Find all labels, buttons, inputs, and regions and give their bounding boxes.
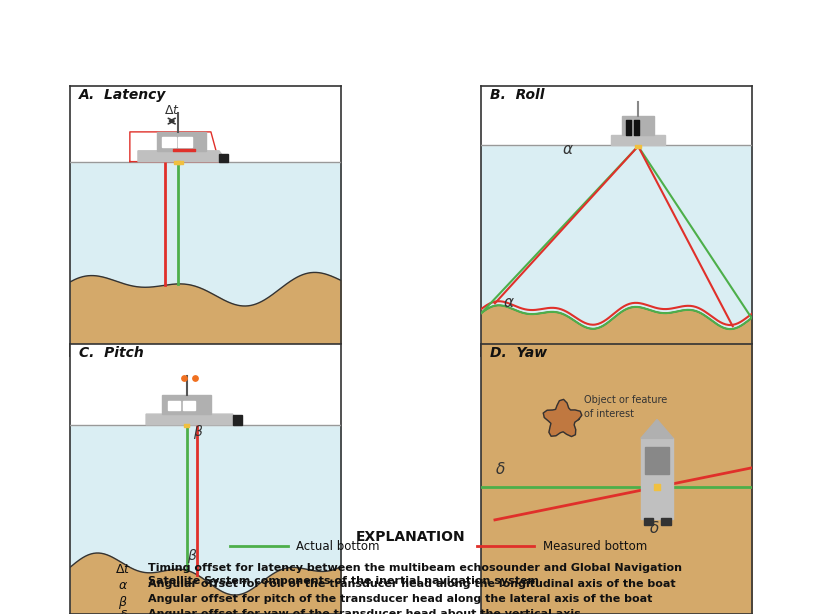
Text: EXPLANATION: EXPLANATION [356, 529, 466, 543]
Polygon shape [611, 134, 665, 146]
Bar [178, 138, 192, 147]
Polygon shape [138, 151, 227, 161]
Text: $\delta$: $\delta$ [495, 460, 506, 476]
Text: $\beta$: $\beta$ [187, 547, 197, 565]
Polygon shape [146, 414, 241, 425]
Bar [661, 518, 671, 525]
Text: Measured bottom: Measured bottom [543, 540, 647, 553]
Text: Angular offset for pitch of the transducer head along the lateral axis of the bo: Angular offset for pitch of the transduc… [148, 594, 653, 604]
Text: $\delta$: $\delta$ [649, 520, 659, 536]
Polygon shape [622, 115, 654, 134]
Text: A.  Latency: A. Latency [79, 88, 166, 103]
Text: $\alpha$: $\alpha$ [118, 578, 128, 592]
Bar [162, 138, 176, 147]
Bar [645, 446, 669, 473]
Text: Satellite System components of the inertial navigation system: Satellite System components of the inert… [148, 576, 539, 586]
Point [188, 373, 201, 383]
Text: Actual bottom: Actual bottom [296, 540, 380, 553]
Polygon shape [162, 395, 211, 414]
Text: D.  Yaw: D. Yaw [490, 346, 547, 360]
Text: $\alpha$: $\alpha$ [503, 295, 515, 311]
Bar [641, 438, 673, 519]
Text: B.  Roll: B. Roll [490, 88, 544, 103]
Polygon shape [219, 154, 229, 161]
Polygon shape [641, 419, 673, 438]
Text: $\beta$: $\beta$ [118, 594, 128, 611]
Text: Object or feature: Object or feature [584, 395, 667, 405]
Text: $\beta$: $\beta$ [193, 422, 204, 441]
Text: $\Delta t$: $\Delta t$ [164, 104, 180, 117]
Point [650, 482, 663, 492]
Text: Angular offset for roll of the transducer head along the longitudinal axis of th: Angular offset for roll of the transduce… [148, 578, 676, 589]
Text: Angular offset for yaw of the transducer head about the vertical axis: Angular offset for yaw of the transducer… [148, 609, 580, 614]
Text: Timing offset for latency between the multibeam echosounder and Global Navigatio: Timing offset for latency between the mu… [148, 564, 682, 573]
Text: of interest: of interest [584, 409, 634, 419]
Polygon shape [157, 132, 206, 151]
Bar [644, 518, 653, 525]
Polygon shape [233, 416, 242, 425]
Text: C.  Pitch: C. Pitch [79, 346, 143, 360]
Polygon shape [543, 399, 582, 437]
Text: $\alpha$: $\alpha$ [562, 141, 575, 157]
Bar [182, 400, 195, 410]
Text: $\Delta t$: $\Delta t$ [115, 564, 132, 577]
Point [178, 373, 191, 383]
Text: $\delta$: $\delta$ [118, 609, 128, 614]
Bar [168, 400, 180, 410]
